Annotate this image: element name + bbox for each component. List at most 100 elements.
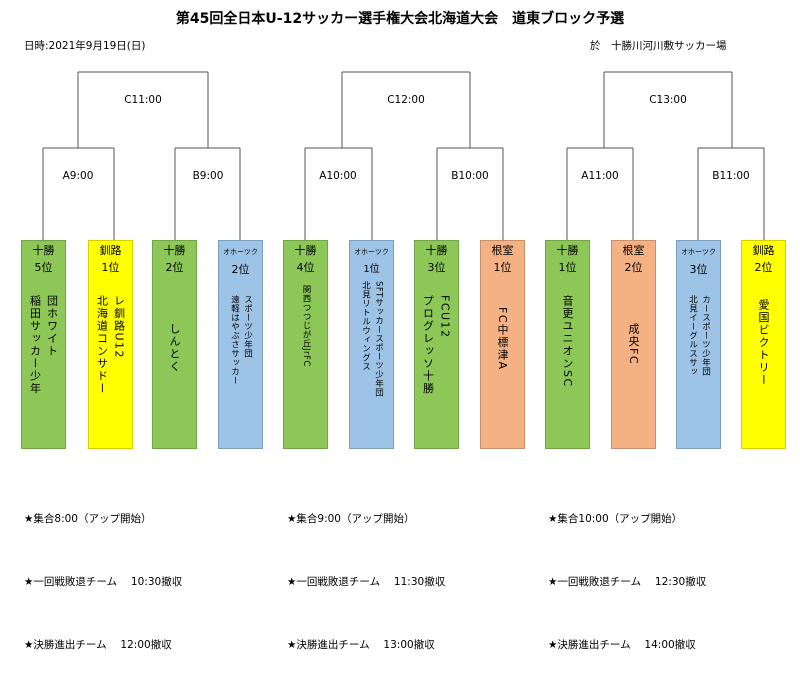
page-title: 第45回全日本U-12サッカー選手権大会北海道大会 道東ブロック予選 <box>175 11 625 27</box>
team-name-col1: FC中標津A <box>496 307 509 371</box>
team-region: 十勝 <box>556 244 579 257</box>
team-name-col2: FCU12 <box>438 295 452 339</box>
team-region: 十勝 <box>32 244 55 257</box>
time-c13: C13:00 <box>649 94 687 106</box>
team-box: 十勝 3位 プログレッソ十勝 FCU12 <box>414 240 459 449</box>
team-name: 稲田サッカー少年 団ホワイト <box>22 295 65 395</box>
bracket-line-b9 <box>174 147 241 240</box>
schedule-notes-block-2: ★集合9:00（アップ開始） ★一回戦敗退チーム 11:30撤収 ★決勝進出チー… <box>287 467 445 677</box>
team-rank: 1位 <box>493 261 512 274</box>
team-region: オホーツク <box>223 248 258 256</box>
bracket-line-a11 <box>566 147 634 240</box>
bracket-line-c12 <box>341 71 471 148</box>
team-name: FC中標津A <box>481 307 524 371</box>
team-rank: 4位 <box>296 261 315 274</box>
team-box: 十勝 5位 稲田サッカー少年 団ホワイト <box>21 240 66 449</box>
team-name-col2: カースポーツ少年団 <box>700 295 711 376</box>
note-line: ★決勝進出チーム 14:00撤収 <box>548 639 696 651</box>
event-date: 日時:2021年9月19日(日) <box>24 40 146 52</box>
team-name-col1: しんとく <box>168 323 181 373</box>
team-rank: 3位 <box>689 263 708 276</box>
time-a11: A11:00 <box>581 170 619 182</box>
time-a10: A10:00 <box>319 170 357 182</box>
time-c11: C11:00 <box>124 94 162 106</box>
team-region: 根室 <box>622 244 645 257</box>
team-name: 成央FC <box>612 323 655 365</box>
team-name: 北見イーグルスサッ カースポーツ少年団 <box>677 295 720 376</box>
time-b9: B9:00 <box>192 170 224 182</box>
team-rank: 1位 <box>363 264 380 275</box>
bracket-line-b11 <box>697 147 765 240</box>
team-name: 関西つつじが丘JrFC <box>284 285 327 367</box>
note-line: ★一回戦敗退チーム 10:30撤収 <box>24 576 183 588</box>
team-name: しんとく <box>153 323 196 373</box>
schedule-notes-block-3: ★集合10:00（アップ開始） ★一回戦敗退チーム 12:30撤収 ★決勝進出チ… <box>548 467 706 677</box>
time-c12: C12:00 <box>387 94 425 106</box>
team-box: 釧路 1位 北海道コンサドー レ釧路U12 <box>88 240 133 449</box>
bracket-line-c13 <box>603 71 733 148</box>
team-box: 根室 1位 FC中標津A <box>480 240 525 449</box>
team-box: オホーツク 2位 遠軽はやぶさサッカー スポーツ少年団 <box>218 240 263 449</box>
note-line: ★決勝進出チーム 12:00撤収 <box>24 639 172 651</box>
team-name-col1: 関西つつじが丘JrFC <box>301 285 311 367</box>
team-rank: 2位 <box>165 261 184 274</box>
team-region: 十勝 <box>425 244 448 257</box>
bracket-line-a9 <box>42 147 115 240</box>
note-line: ★集合10:00（アップ開始） <box>548 513 683 525</box>
event-venue: 於 十勝川河川敷サッカー場 <box>590 40 727 52</box>
team-name-col1: 稲田サッカー少年 <box>28 295 42 395</box>
team-region: 釧路 <box>752 244 775 257</box>
note-line: ★集合9:00（アップ開始） <box>287 513 415 525</box>
team-name-col1: 音更ユニオンSC <box>561 295 574 388</box>
team-region: 釧路 <box>99 244 122 257</box>
team-name-col2: SFTサッカースポーツ少年団 <box>373 281 384 397</box>
team-box: 十勝 4位 関西つつじが丘JrFC <box>283 240 328 449</box>
bracket-line-a10 <box>304 147 373 240</box>
team-name-col1: プログレッソ十勝 <box>421 295 435 395</box>
note-line: ★一回戦敗退チーム 12:30撤収 <box>548 576 707 588</box>
team-rank: 3位 <box>427 261 446 274</box>
team-name: 音更ユニオンSC <box>546 295 589 388</box>
team-name-col1: 遠軽はやぶさサッカー <box>229 295 240 385</box>
note-line: ★決勝進出チーム 13:00撤収 <box>287 639 435 651</box>
team-name: 北海道コンサドー レ釧路U12 <box>89 295 132 395</box>
team-region: 十勝 <box>294 244 317 257</box>
team-name-col1: 北見リトルウィングス <box>360 281 371 371</box>
note-line: ★一回戦敗退チーム 11:30撤収 <box>287 576 446 588</box>
team-rank: 1位 <box>101 261 120 274</box>
team-box: 十勝 1位 音更ユニオンSC <box>545 240 590 449</box>
team-region: オホーツク <box>354 248 389 256</box>
team-region: オホーツク <box>681 248 716 256</box>
team-name-col1: 北海道コンサドー <box>95 295 109 395</box>
schedule-notes-block-1: ★集合8:00（アップ開始） ★一回戦敗退チーム 10:30撤収 ★決勝進出チー… <box>24 467 182 677</box>
team-name-col1: 愛国ビクトリー <box>757 299 770 387</box>
team-box: 根室 2位 成央FC <box>611 240 656 449</box>
team-name: 遠軽はやぶさサッカー スポーツ少年団 <box>219 295 262 385</box>
team-box: 十勝 2位 しんとく <box>152 240 197 449</box>
bracket-line-b10 <box>436 147 504 240</box>
team-rank: 1位 <box>558 261 577 274</box>
team-name-col2: 団ホワイト <box>45 295 59 358</box>
team-rank: 2位 <box>624 261 643 274</box>
team-name-col1: 北見イーグルスサッ <box>687 295 698 376</box>
team-region: 十勝 <box>163 244 186 257</box>
time-b10: B10:00 <box>451 170 489 182</box>
team-box: オホーツク 3位 北見イーグルスサッ カースポーツ少年団 <box>676 240 721 449</box>
team-box: オホーツク 1位 北見リトルウィングス SFTサッカースポーツ少年団 <box>349 240 394 449</box>
bracket-lines <box>42 71 765 240</box>
team-region: 根室 <box>491 244 514 257</box>
note-line: ★集合8:00（アップ開始） <box>24 513 152 525</box>
team-name-col1: 成央FC <box>627 323 640 366</box>
team-name-col2: レ釧路U12 <box>112 295 126 360</box>
team-box: 釧路 2位 愛国ビクトリー <box>741 240 786 449</box>
team-name: 北見リトルウィングス SFTサッカースポーツ少年団 <box>350 281 393 397</box>
team-name-col2: スポーツ少年団 <box>242 295 253 358</box>
team-name: プログレッソ十勝 FCU12 <box>415 295 458 395</box>
team-rank: 2位 <box>231 263 250 276</box>
bracket-line-c11 <box>77 71 209 148</box>
time-a9: A9:00 <box>62 170 94 182</box>
team-name: 愛国ビクトリー <box>742 299 785 387</box>
team-rank: 2位 <box>754 261 773 274</box>
team-rank: 5位 <box>34 261 53 274</box>
time-b11: B11:00 <box>712 170 750 182</box>
